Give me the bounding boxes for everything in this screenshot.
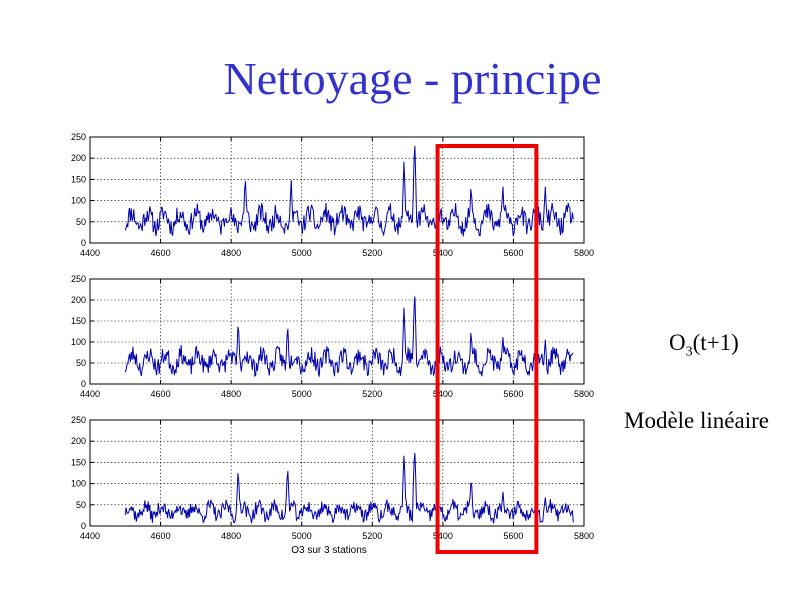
x-tick-label: 5400 — [433, 248, 453, 258]
x-tick-label: 5200 — [362, 389, 382, 399]
x-tick-label: 4400 — [80, 531, 100, 541]
x-tick-label: 5800 — [574, 531, 594, 541]
o3-label-suffix: (t+1) — [692, 330, 739, 355]
y-tick-label: 100 — [71, 479, 86, 489]
x-tick-label: 5600 — [503, 248, 523, 258]
x-tick-label: 4800 — [221, 248, 241, 258]
highlight-box — [435, 144, 539, 554]
y-tick-label: 0 — [81, 521, 86, 531]
x-tick-label: 5000 — [292, 389, 312, 399]
series-line-1 — [124, 145, 574, 237]
x-tick-label: 4600 — [151, 389, 171, 399]
plot-frame — [89, 419, 585, 527]
x-tick-label: 5000 — [292, 248, 312, 258]
line-chart-1: 0 50 100 150 200 250 4400 4600 4800 5000 5200 5400 5… — [71, 132, 594, 258]
linear-model-label: Modèle linéaire — [624, 408, 769, 433]
y-tick-label: 200 — [71, 436, 86, 446]
y-tick-label: 0 — [81, 379, 86, 389]
y-tick-label: 200 — [71, 153, 86, 163]
y-tick-label: 50 — [76, 217, 86, 227]
y-tick-label: 250 — [71, 132, 86, 142]
x-axis-label: O3 sur 3 stations — [291, 545, 367, 556]
x-tick-label: 5800 — [574, 248, 594, 258]
y-tick-label: 100 — [71, 337, 86, 347]
y-tick-label: 100 — [71, 196, 86, 206]
x-tick-label: 5200 — [362, 531, 382, 541]
x-tick-label: 5400 — [433, 389, 453, 399]
o3-label-prefix: O — [669, 330, 686, 355]
x-tick-label: 4800 — [221, 531, 241, 541]
x-tick-label: 4400 — [80, 248, 100, 258]
y-tick-label: 250 — [71, 274, 86, 284]
x-tick-label: 5800 — [574, 389, 594, 399]
x-tick-label: 5200 — [362, 248, 382, 258]
y-tick-label: 150 — [71, 174, 86, 184]
x-tick-label: 4400 — [80, 389, 100, 399]
x-tick-label: 4800 — [221, 389, 241, 399]
plot-frame — [89, 136, 585, 244]
x-tick-label: 5000 — [292, 531, 312, 541]
series-line-1 — [124, 452, 574, 524]
series-line-1 — [124, 296, 574, 378]
y-tick-label: 50 — [76, 358, 86, 368]
o3-next-label: O3(t+1) — [669, 330, 739, 361]
x-tick-label: 5600 — [503, 389, 523, 399]
y-tick-label: 50 — [76, 500, 86, 510]
x-tick-label: 4600 — [151, 531, 171, 541]
y-tick-label: 150 — [71, 457, 86, 467]
slide-title: Nettoyage - principe — [223, 53, 602, 104]
y-tick-label: 200 — [71, 295, 86, 305]
line-chart-2: 0 50 100 150 200 250 4400 4600 4800 5000 5200 5400 5… — [71, 274, 594, 399]
y-tick-label: 250 — [71, 415, 86, 425]
x-tick-label: 4600 — [151, 248, 171, 258]
line-chart-3: 0 50 100 150 200 250 4400 4600 4800 5000 5200 5400 5… — [71, 415, 594, 556]
x-tick-label: 5600 — [503, 531, 523, 541]
x-tick-label: 5400 — [433, 531, 453, 541]
y-tick-label: 0 — [81, 238, 86, 248]
plot-frame — [89, 278, 585, 385]
o3-label-subscript: 3 — [685, 344, 693, 360]
y-tick-label: 150 — [71, 316, 86, 326]
